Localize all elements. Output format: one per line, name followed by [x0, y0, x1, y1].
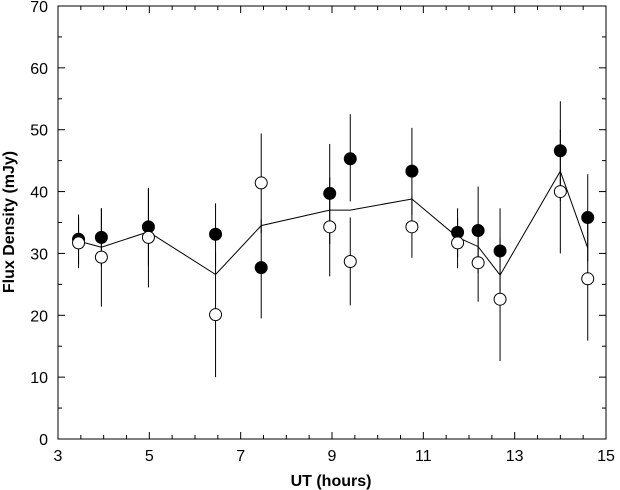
open-circle-point — [72, 236, 86, 250]
filled-circle-point — [471, 224, 485, 238]
y-tick-label: 70 — [30, 0, 48, 16]
filled-circle-point — [493, 244, 507, 258]
filled-circle-point — [405, 164, 419, 178]
x-axis-title: UT (hours) — [291, 473, 372, 490]
data-markers — [72, 144, 595, 322]
x-tick-label: 15 — [597, 448, 615, 465]
open-circle-point — [451, 236, 465, 250]
open-circle-point — [581, 272, 595, 286]
filled-circle-point — [209, 227, 223, 241]
y-tick-label: 50 — [30, 123, 48, 140]
open-circle-point — [254, 176, 268, 190]
filled-circle-point — [94, 230, 108, 244]
y-tick-label: 10 — [30, 370, 48, 387]
filled-circle-point — [581, 211, 595, 225]
open-circle-point — [493, 292, 507, 306]
open-circle-point — [94, 250, 108, 264]
filled-circle-point — [254, 261, 268, 275]
filled-circle-point — [323, 186, 337, 200]
x-tick-label: 9 — [328, 448, 337, 465]
filled-circle-point — [343, 152, 357, 166]
open-circle-point — [323, 220, 337, 234]
open-circle-point — [405, 220, 419, 234]
y-tick-label: 30 — [30, 246, 48, 263]
y-tick-label: 0 — [39, 432, 48, 449]
open-circle-point — [343, 254, 357, 268]
x-tick-label: 13 — [506, 448, 524, 465]
x-tick-label: 7 — [236, 448, 245, 465]
y-tick-label: 60 — [30, 61, 48, 78]
x-axis-ticks: 3 5 7 9 11 13 15 — [54, 6, 615, 465]
filled-circle-point — [553, 144, 567, 158]
y-axis-ticks: 0 10 20 30 40 50 60 70 — [30, 0, 606, 449]
x-tick-label: 11 — [415, 448, 432, 465]
x-tick-label: 3 — [54, 448, 63, 465]
open-circle-point — [471, 256, 485, 270]
x-tick-label: 5 — [145, 448, 154, 465]
open-circle-point — [209, 308, 223, 322]
y-tick-label: 20 — [30, 308, 48, 325]
error-bars — [78, 101, 589, 378]
open-circle-point — [553, 185, 567, 199]
y-axis-title: Flux Density (mJy) — [1, 151, 18, 293]
open-circle-point — [141, 230, 155, 244]
y-tick-label: 40 — [30, 185, 48, 202]
